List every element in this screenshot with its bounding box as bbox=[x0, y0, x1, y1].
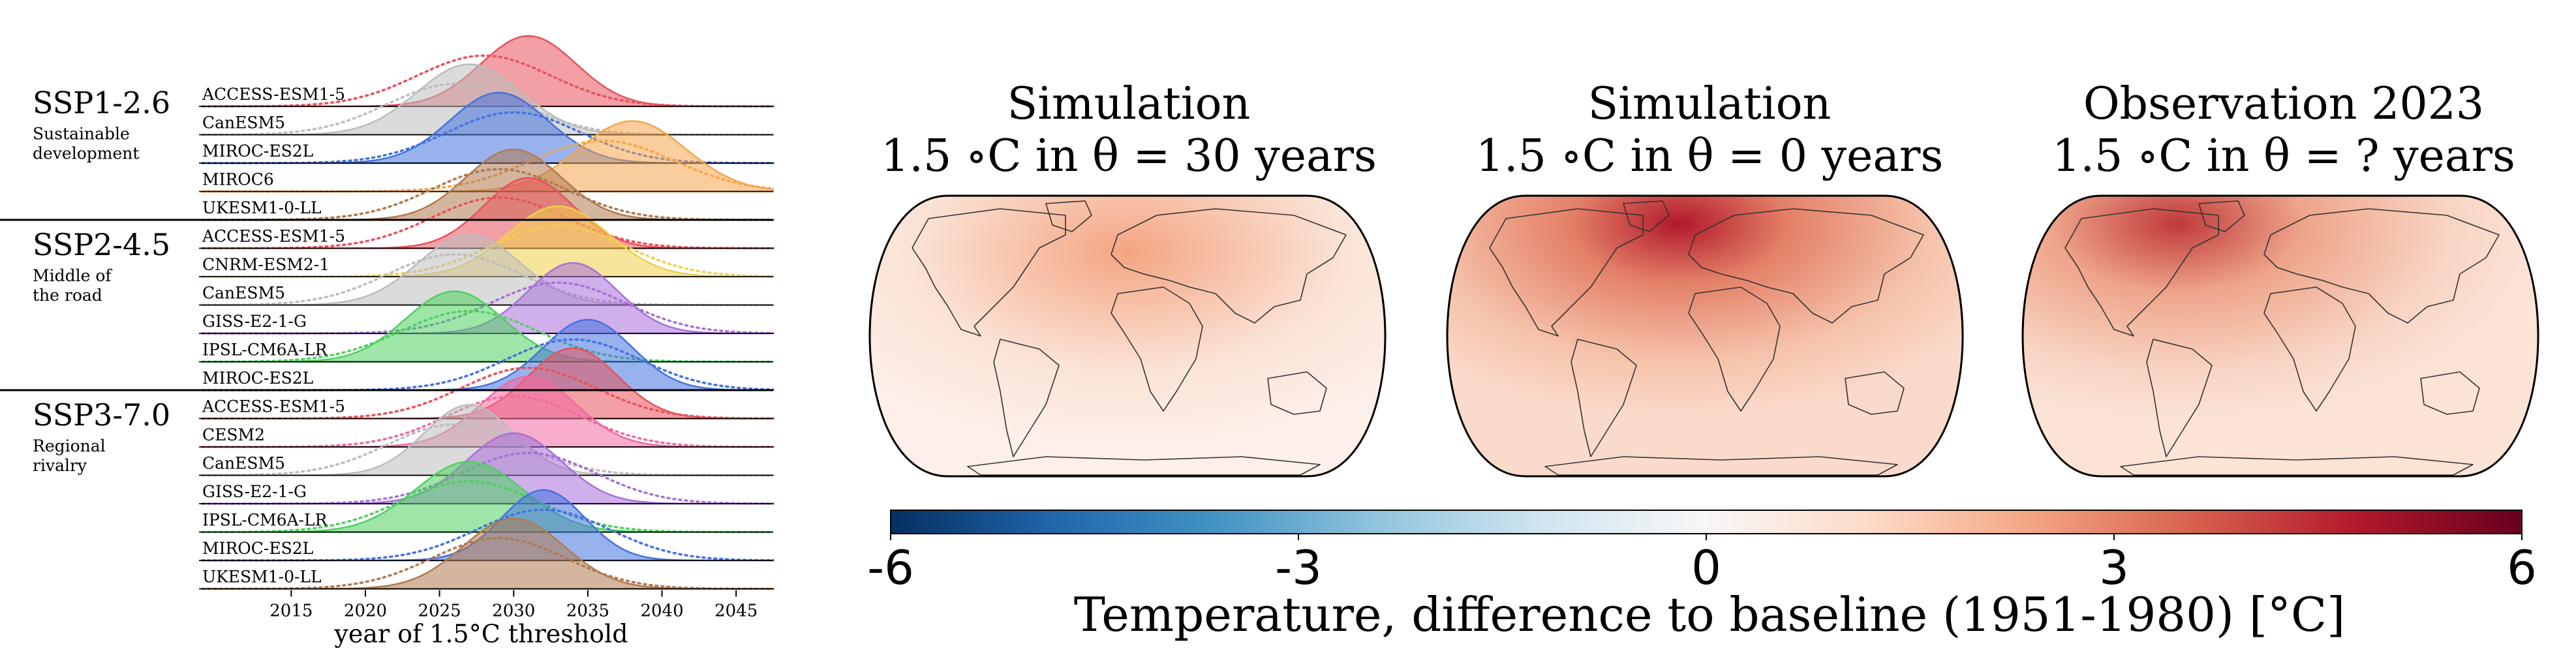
x-tick-label: 2045 bbox=[714, 602, 758, 621]
map-panel-1 bbox=[1446, 194, 1964, 478]
colorbar-label: Temperature, difference to baseline (195… bbox=[1073, 587, 2346, 642]
map-title-observation-2023: Observation 2023 1.5 ∘C in θ = ? years bbox=[2003, 78, 2564, 183]
x-tick-label: 2015 bbox=[269, 602, 313, 621]
scenario-description: Sustainable bbox=[33, 125, 130, 144]
model-label: MIROC-ES2L bbox=[202, 369, 313, 388]
map-title-main: Simulation bbox=[1587, 78, 1832, 130]
scenario-description: rivalry bbox=[33, 456, 87, 475]
model-label: CESM2 bbox=[202, 425, 265, 444]
scenario-label: SSP2-4.5 bbox=[33, 227, 170, 262]
model-label: MIROC-ES2L bbox=[202, 539, 313, 558]
coastline bbox=[1688, 208, 1924, 324]
coastline bbox=[1571, 339, 1637, 457]
model-label: GISS-E2-1-G bbox=[202, 312, 307, 331]
x-tick-label: 2025 bbox=[418, 602, 461, 621]
coastline bbox=[1045, 200, 1092, 232]
model-label: CanESM5 bbox=[202, 114, 285, 132]
map-outline bbox=[868, 194, 1387, 478]
scenario-description: development bbox=[33, 144, 139, 163]
x-tick-label: 2020 bbox=[344, 602, 387, 621]
map-title-main: Observation 2023 bbox=[2083, 78, 2485, 130]
prior-curve-ssp1-2.6-access-esm1-5 bbox=[201, 54, 774, 108]
prior-curve-ssp3-7.0-ipsl-cm6a-lr bbox=[201, 480, 774, 534]
model-label: ACCESS-ESM1-5 bbox=[202, 85, 345, 104]
scenario-description: Middle of bbox=[33, 266, 112, 285]
model-label: MIROC6 bbox=[202, 170, 274, 189]
coastline bbox=[2263, 208, 2500, 324]
map-background bbox=[1447, 196, 1963, 476]
scenario-label: SSP3-7.0 bbox=[33, 397, 170, 433]
coastline bbox=[2198, 200, 2245, 232]
coastline bbox=[2146, 339, 2213, 457]
scenario-description: Regional bbox=[33, 436, 106, 455]
coastline bbox=[2120, 456, 2474, 476]
colorbar-tick-label: -3 bbox=[1275, 540, 1322, 595]
map-title-simulation-30: Simulation 1.5 ∘C in θ = 30 years bbox=[848, 78, 1409, 183]
coastline bbox=[912, 208, 1066, 337]
map-background bbox=[870, 196, 1385, 476]
scenario-description: the road bbox=[33, 286, 102, 305]
coastline bbox=[1688, 286, 1781, 412]
model-label: IPSL-CM6A-LR bbox=[202, 511, 328, 530]
x-tick-label: 2035 bbox=[566, 602, 609, 621]
coastline bbox=[967, 456, 1321, 476]
coastline bbox=[2263, 286, 2356, 412]
coastline bbox=[1544, 456, 1898, 476]
coastline bbox=[1489, 208, 1644, 337]
model-label: CanESM5 bbox=[202, 454, 285, 473]
model-label: UKESM1-0-LL bbox=[202, 568, 322, 587]
map-title-main: Simulation bbox=[1007, 78, 1251, 130]
x-tick-label: 2030 bbox=[492, 602, 535, 621]
colorbar bbox=[890, 510, 2522, 534]
prior-curve-ssp2-4.5-ipsl-cm6a-lr bbox=[201, 309, 774, 363]
map-title-sub: 1.5 ∘C in θ = 0 years bbox=[1475, 130, 1944, 182]
colorbar-tick-label: -6 bbox=[867, 540, 914, 595]
coastline bbox=[993, 339, 1060, 457]
map-outline bbox=[1446, 194, 1964, 478]
coastline bbox=[1111, 208, 1347, 324]
coastline bbox=[1845, 371, 1905, 415]
map-panel-0 bbox=[868, 194, 1387, 478]
colorbar-tick-label: 0 bbox=[1691, 540, 1721, 595]
coastline bbox=[2064, 208, 2219, 337]
coastline bbox=[1623, 200, 1670, 232]
model-label: UKESM1-0-LL bbox=[202, 198, 322, 217]
model-label: IPSL-CM6A-LR bbox=[202, 341, 328, 359]
map-title-simulation-0: Simulation 1.5 ∘C in θ = 0 years bbox=[1429, 78, 1990, 183]
colorbar-tick-label: 3 bbox=[2099, 540, 2129, 595]
model-label: CNRM-ESM2-1 bbox=[202, 255, 330, 274]
map-background bbox=[2023, 196, 2538, 476]
ridgeline-chart: ACCESS-ESM1-5 CanESM5 MIROC-ES2L MIROC6 UKES… bbox=[0, 35, 774, 649]
model-label: CanESM5 bbox=[202, 284, 285, 303]
map-title-sub: 1.5 ∘C in θ = 30 years bbox=[881, 130, 1377, 182]
map-panel-2 bbox=[2021, 194, 2539, 478]
model-label: MIROC-ES2L bbox=[202, 142, 313, 160]
colorbar-tick-label: 6 bbox=[2507, 540, 2537, 595]
x-axis-label: year of 1.5°C threshold bbox=[333, 620, 628, 649]
map-outline bbox=[2021, 194, 2539, 478]
x-tick-label: 2040 bbox=[640, 602, 683, 621]
coastline bbox=[1267, 371, 1327, 415]
coastline bbox=[2420, 371, 2480, 415]
coastline bbox=[1111, 286, 1203, 412]
model-label: ACCESS-ESM1-5 bbox=[202, 397, 345, 416]
model-label: GISS-E2-1-G bbox=[202, 482, 307, 501]
scenario-label: SSP1-2.6 bbox=[33, 85, 170, 121]
map-title-sub: 1.5 ∘C in θ = ? years bbox=[2052, 130, 2515, 182]
model-label: ACCESS-ESM1-5 bbox=[202, 227, 345, 246]
